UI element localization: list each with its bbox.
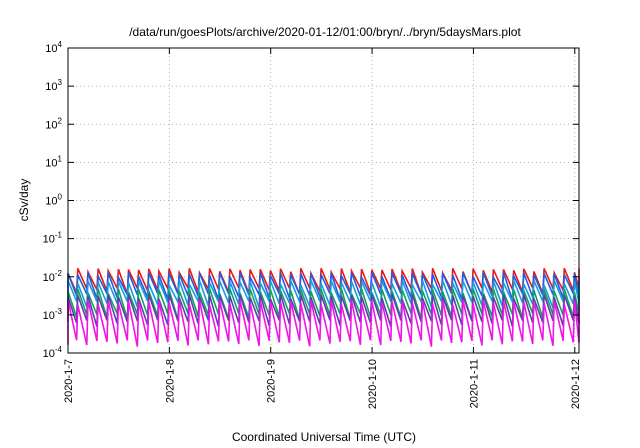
- chart-title: /data/run/goesPlots/archive/2020-01-12/0…: [129, 25, 521, 39]
- x-tick-label: 2020-1-8: [164, 359, 176, 403]
- x-tick-label: 2020-1-9: [266, 359, 278, 403]
- x-axis-label: Coordinated Universal Time (UTC): [232, 430, 416, 444]
- y-tick-label: 10-2: [43, 269, 63, 284]
- series-line: [67, 300, 580, 347]
- series-line: [67, 280, 580, 309]
- y-axis: 10-4 10-3 10-2 10-1 100 101 102 103 104: [43, 40, 579, 360]
- y-tick-label: 10-4: [43, 345, 63, 360]
- x-tick-label: 2020-1-11: [468, 359, 480, 408]
- series-line: [67, 272, 580, 301]
- x-tick-label: 2020-1-12: [570, 359, 582, 409]
- x-tick-label: 2020-1-10: [367, 359, 379, 409]
- y-tick-label: 10-1: [43, 231, 63, 246]
- series-line: [67, 294, 580, 327]
- y-tick-label: 100: [45, 193, 62, 208]
- series-layer: [67, 267, 580, 347]
- x-axis: 2020-1-7 2020-1-8 2020-1-9 2020-1-10 2020-1-…: [63, 48, 582, 409]
- y-tick-label: 103: [45, 78, 62, 93]
- y-tick-label: 102: [45, 116, 62, 131]
- series-line: [67, 267, 580, 295]
- series-line: [67, 288, 580, 321]
- y-tick-label: 101: [45, 154, 62, 169]
- y-tick-label: 104: [45, 40, 62, 55]
- x-tick-label: 2020-1-7: [63, 359, 75, 403]
- y-tick-label: 10-3: [43, 307, 63, 322]
- y-axis-label: cSv/day: [17, 179, 31, 222]
